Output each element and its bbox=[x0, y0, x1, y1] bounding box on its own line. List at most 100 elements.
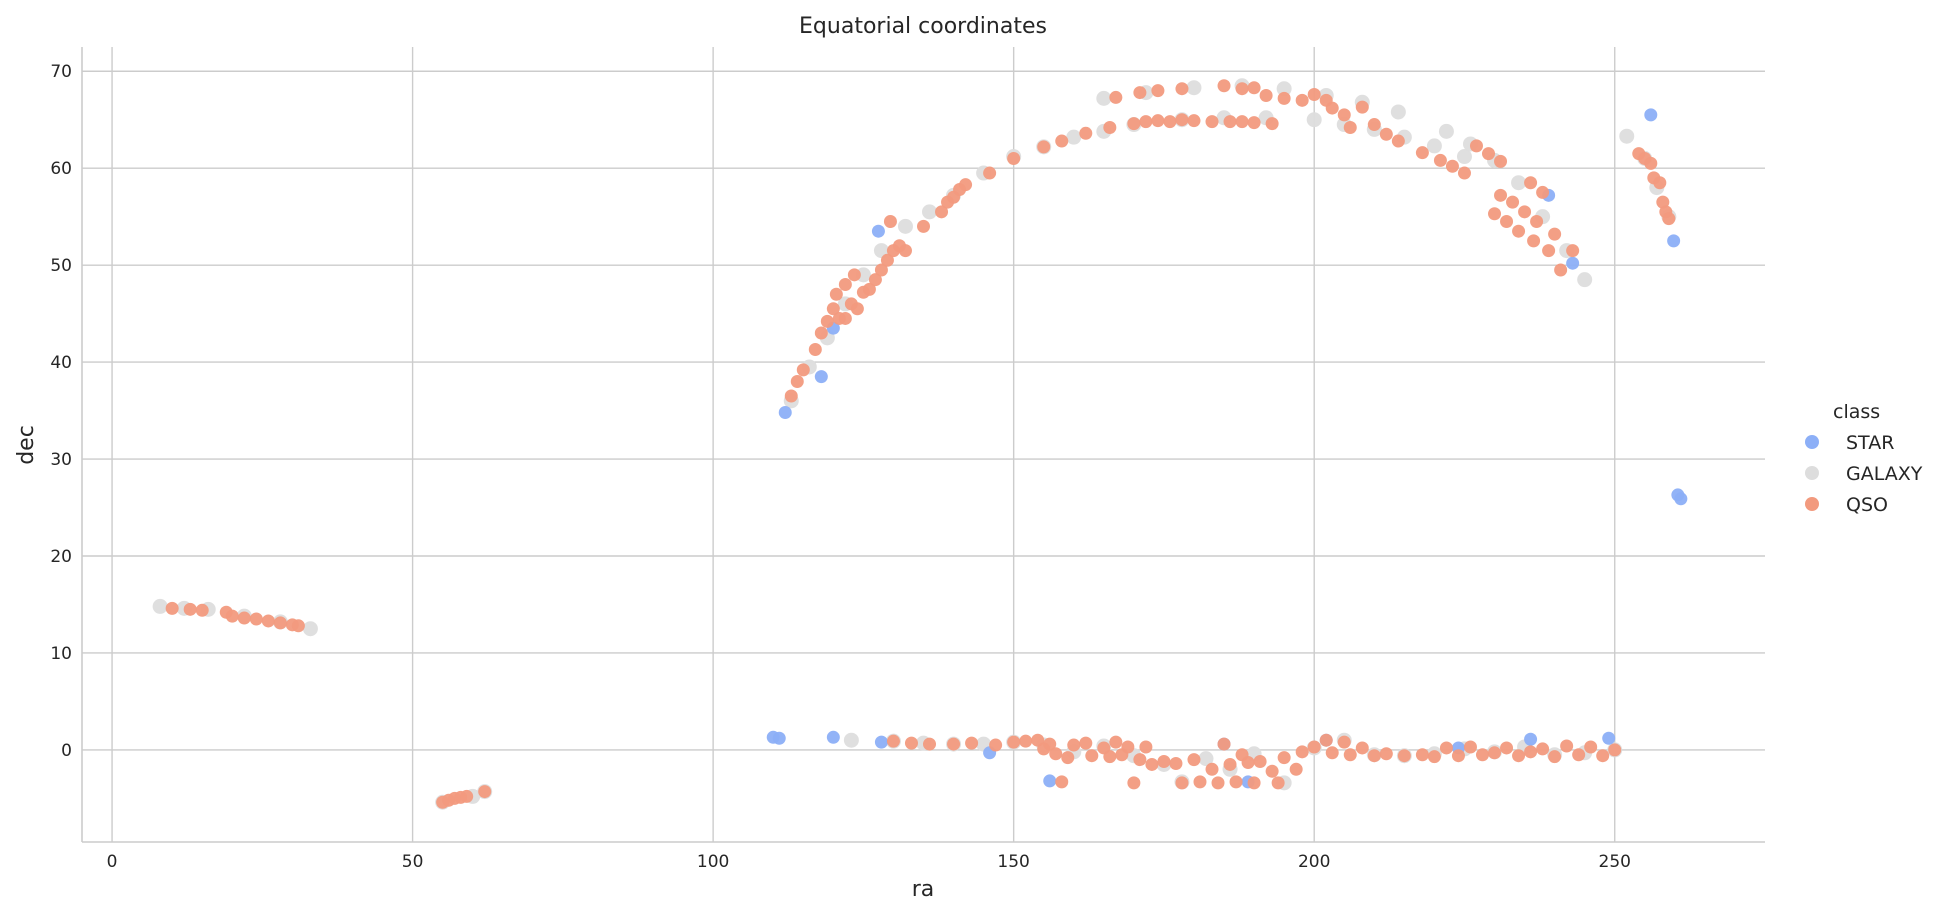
data-point-qso bbox=[1103, 120, 1117, 134]
data-point-qso bbox=[1542, 244, 1556, 258]
y-tick-label: 10 bbox=[50, 644, 72, 664]
data-point-qso bbox=[868, 273, 882, 287]
data-point-qso bbox=[1139, 740, 1153, 754]
data-point-qso bbox=[1518, 205, 1532, 219]
data-point-qso bbox=[1133, 753, 1147, 767]
y-tick-label: 40 bbox=[50, 353, 72, 373]
data-point-qso bbox=[1355, 741, 1369, 755]
data-point-star bbox=[1644, 108, 1658, 122]
data-point-qso bbox=[1527, 234, 1541, 248]
data-point-star bbox=[1667, 234, 1681, 248]
y-tick-label: 20 bbox=[50, 547, 72, 567]
data-point-qso bbox=[838, 278, 852, 292]
data-point-qso bbox=[1145, 757, 1159, 771]
data-point-qso bbox=[796, 363, 810, 377]
data-point-qso bbox=[1151, 84, 1165, 98]
data-point-qso bbox=[1379, 747, 1393, 761]
data-point-galaxy bbox=[843, 732, 859, 748]
legend-label-star: STAR bbox=[1846, 432, 1894, 454]
data-point-qso bbox=[249, 612, 263, 626]
data-point-qso bbox=[183, 602, 197, 616]
legend-label-galaxy: GALAXY bbox=[1846, 463, 1923, 485]
data-point-qso bbox=[1235, 115, 1249, 129]
data-point-qso bbox=[1488, 207, 1502, 221]
data-point-qso bbox=[898, 244, 912, 258]
data-point-qso bbox=[1295, 93, 1309, 107]
data-point-qso bbox=[1235, 82, 1249, 96]
data-points bbox=[152, 78, 1688, 810]
data-point-qso bbox=[1055, 134, 1069, 148]
data-point-qso bbox=[1223, 757, 1237, 771]
data-point-qso bbox=[1337, 108, 1351, 122]
data-point-qso bbox=[1007, 735, 1021, 749]
data-point-qso bbox=[1109, 90, 1123, 104]
x-tick-label: 200 bbox=[1298, 852, 1330, 872]
data-point-qso bbox=[1530, 215, 1544, 229]
data-point-qso bbox=[1445, 159, 1459, 173]
data-point-qso bbox=[1307, 88, 1321, 102]
data-point-qso bbox=[1037, 140, 1051, 154]
series-galaxy bbox=[152, 78, 1677, 810]
data-point-qso bbox=[874, 263, 888, 277]
data-point-qso bbox=[1343, 120, 1357, 134]
data-point-qso bbox=[1289, 762, 1303, 776]
data-point-star bbox=[1566, 256, 1580, 270]
data-point-qso bbox=[1133, 86, 1147, 100]
data-point-qso bbox=[1566, 244, 1580, 258]
legend-label-qso: QSO bbox=[1846, 494, 1888, 516]
data-point-qso bbox=[983, 166, 997, 180]
data-point-qso bbox=[1229, 775, 1243, 789]
x-tick-label: 150 bbox=[997, 852, 1029, 872]
data-point-qso bbox=[1247, 116, 1261, 130]
data-point-star bbox=[826, 730, 840, 744]
data-point-qso bbox=[1391, 134, 1405, 148]
data-point-qso bbox=[1055, 775, 1069, 789]
data-point-qso bbox=[1247, 776, 1261, 790]
data-point-qso bbox=[1662, 212, 1676, 226]
data-point-qso bbox=[923, 737, 937, 751]
data-point-qso bbox=[165, 601, 179, 615]
data-point-qso bbox=[1223, 115, 1237, 129]
data-point-qso bbox=[1494, 154, 1508, 168]
data-point-qso bbox=[1007, 151, 1021, 165]
legend-marker-star bbox=[1805, 435, 1819, 449]
data-point-qso bbox=[1439, 741, 1453, 755]
data-point-qso bbox=[195, 603, 209, 617]
data-point-qso bbox=[1475, 748, 1489, 762]
data-point-qso bbox=[1277, 751, 1291, 765]
y-tick-label: 60 bbox=[50, 159, 72, 179]
data-point-qso bbox=[1469, 139, 1483, 153]
data-point-qso bbox=[1451, 749, 1465, 763]
data-point-qso bbox=[1019, 734, 1033, 748]
data-point-qso bbox=[1205, 762, 1219, 776]
y-tick-label: 70 bbox=[50, 62, 72, 82]
data-point-qso bbox=[1061, 751, 1075, 765]
x-tick-labels: 0 50 100 150 200 250 bbox=[107, 852, 1631, 872]
data-point-qso bbox=[1253, 755, 1267, 769]
data-point-qso bbox=[808, 342, 822, 356]
data-point-qso bbox=[1259, 88, 1273, 102]
data-point-star bbox=[874, 735, 888, 749]
data-point-qso bbox=[826, 302, 840, 316]
data-point-qso bbox=[1554, 263, 1568, 277]
data-point-qso bbox=[1169, 756, 1183, 770]
data-point-qso bbox=[1319, 733, 1333, 747]
data-point-qso bbox=[1079, 736, 1093, 750]
data-point-galaxy bbox=[922, 204, 938, 220]
data-point-qso bbox=[1049, 747, 1063, 761]
data-point-qso bbox=[1343, 748, 1357, 762]
data-point-galaxy bbox=[1066, 129, 1082, 145]
data-point-qso bbox=[1524, 745, 1538, 759]
data-point-galaxy bbox=[1619, 128, 1635, 144]
data-point-qso bbox=[935, 205, 949, 219]
data-point-qso bbox=[1121, 740, 1135, 754]
data-point-galaxy bbox=[1198, 751, 1214, 767]
data-point-star bbox=[772, 731, 786, 745]
data-point-qso bbox=[1560, 739, 1574, 753]
data-point-qso bbox=[1067, 738, 1081, 752]
data-point-qso bbox=[1277, 91, 1291, 105]
data-point-qso bbox=[1163, 115, 1177, 129]
data-point-qso bbox=[947, 737, 961, 751]
data-point-qso bbox=[225, 609, 239, 623]
